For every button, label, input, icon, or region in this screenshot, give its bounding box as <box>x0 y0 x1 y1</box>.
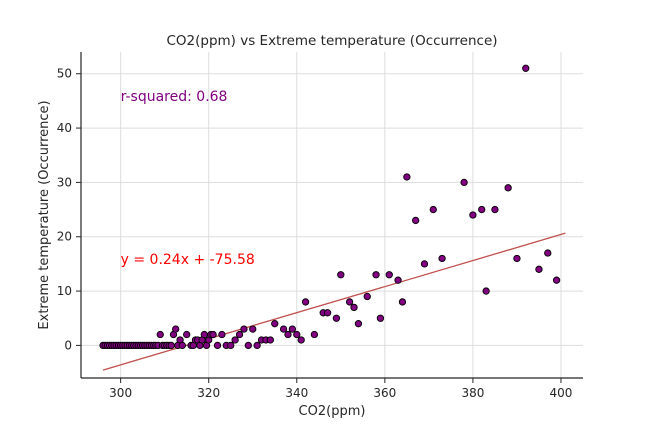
data-point <box>354 320 363 328</box>
data-point <box>213 341 222 350</box>
data-point <box>403 173 411 181</box>
data-point <box>460 178 468 187</box>
data-point <box>323 309 332 317</box>
data-point <box>266 336 275 344</box>
chart-title: CO2(ppm) vs Extreme temperature (Occurre… <box>166 33 497 49</box>
data-point <box>178 341 186 350</box>
y-axis-title: Extreme temperature (Occurrence) <box>37 100 52 329</box>
data-point <box>478 205 486 214</box>
data-point <box>240 325 248 333</box>
data-point <box>293 330 301 339</box>
data-point <box>244 341 252 350</box>
data-point <box>350 303 358 312</box>
data-point <box>284 330 292 339</box>
data-point <box>535 265 543 273</box>
y-tick-label: 50 <box>57 67 72 81</box>
data-point <box>200 330 208 339</box>
data-point <box>156 330 164 339</box>
y-tick-label: 20 <box>57 230 72 244</box>
y-tick-label: 0 <box>64 338 72 352</box>
regression-equation-annotation: y = 0.24x + -75.58 <box>121 252 255 268</box>
data-point <box>310 330 319 339</box>
data-point <box>398 298 407 306</box>
data-point <box>394 276 402 284</box>
data-point <box>301 298 310 306</box>
x-tick-label: 340 <box>285 386 308 400</box>
data-point <box>429 205 437 214</box>
data-point <box>376 314 385 322</box>
x-tick-label: 400 <box>550 386 573 400</box>
data-point <box>513 254 521 263</box>
data-point <box>491 205 499 214</box>
y-tick-label: 30 <box>57 175 72 189</box>
data-point <box>504 184 512 192</box>
data-point <box>297 336 305 344</box>
r-squared-annotation: r-squared: 0.68 <box>121 89 228 105</box>
data-point <box>372 271 380 279</box>
data-point <box>172 325 180 333</box>
data-point <box>279 325 288 333</box>
data-point <box>522 64 530 72</box>
data-points <box>99 64 561 350</box>
data-point <box>167 341 175 350</box>
data-point <box>209 330 217 339</box>
data-point <box>412 216 420 225</box>
y-tick-label: 40 <box>57 121 72 135</box>
data-point <box>363 292 371 301</box>
y-ticks: 0 10 20 30 40 50 <box>57 67 81 352</box>
data-point <box>420 260 429 268</box>
data-point <box>332 314 341 322</box>
data-point <box>385 271 393 279</box>
data-point <box>183 330 191 339</box>
data-point <box>469 211 477 219</box>
data-point <box>345 298 354 306</box>
data-point <box>438 254 446 263</box>
x-axis-title: CO2(ppm) <box>299 404 366 419</box>
y-tick-label: 10 <box>57 284 72 298</box>
data-point <box>544 249 552 257</box>
x-tick-label: 360 <box>373 386 396 400</box>
data-point <box>271 320 279 328</box>
data-point <box>235 330 244 339</box>
data-point <box>253 341 261 350</box>
data-point <box>218 330 226 339</box>
data-point <box>249 325 257 333</box>
data-point <box>227 341 235 350</box>
x-tick-label: 300 <box>109 386 132 400</box>
x-ticks: 300 320 340 360 380 400 <box>109 378 572 400</box>
data-point <box>231 336 239 344</box>
data-point <box>288 325 297 333</box>
x-tick-label: 320 <box>197 386 220 400</box>
data-point <box>482 287 490 295</box>
axes <box>80 52 583 379</box>
x-tick-label: 380 <box>461 386 484 400</box>
data-point <box>337 271 345 279</box>
data-point <box>552 276 561 284</box>
